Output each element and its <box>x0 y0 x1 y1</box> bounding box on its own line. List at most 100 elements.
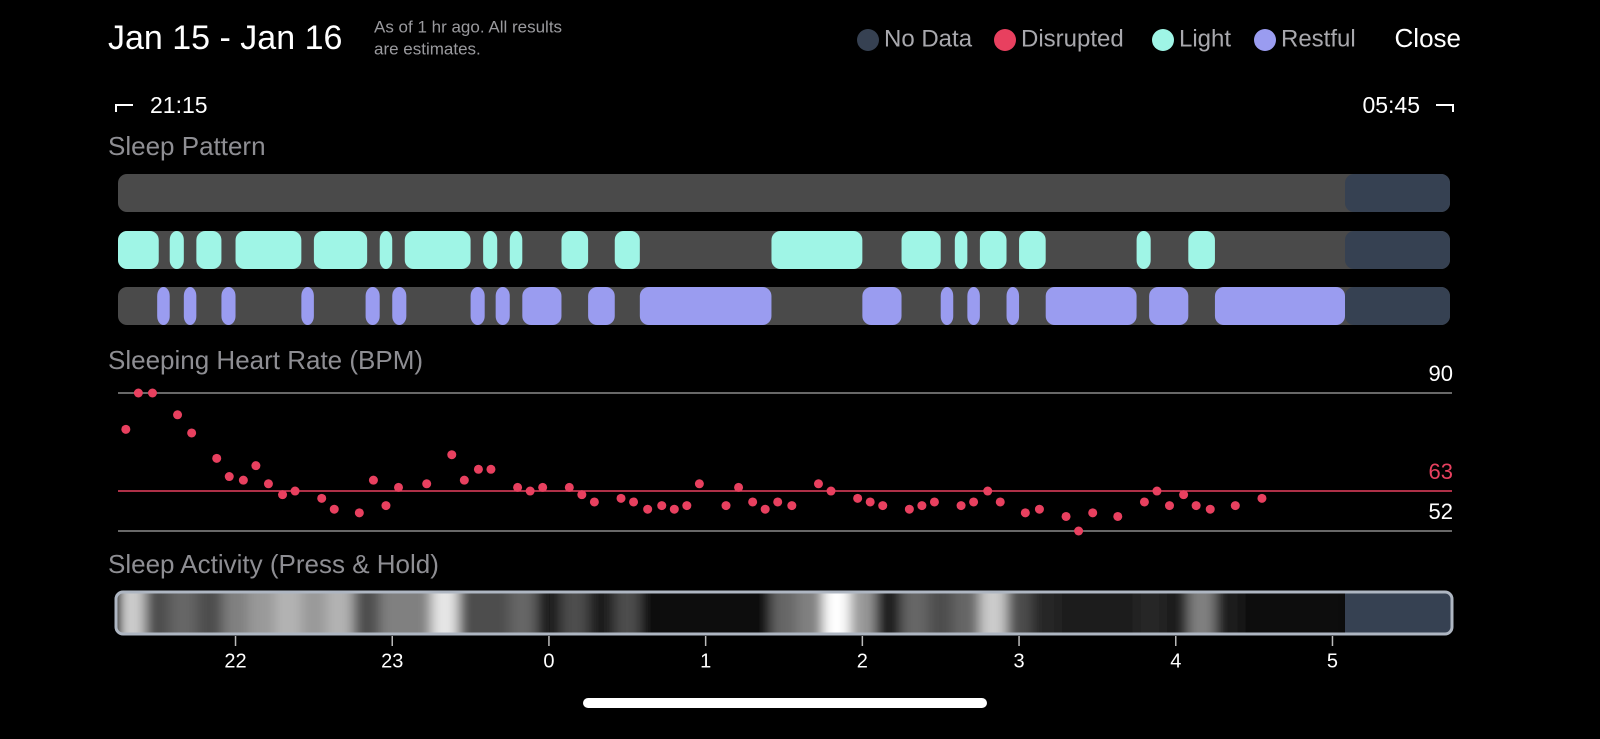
sleep-segment <box>967 287 980 325</box>
activity-band <box>771 592 798 634</box>
heart-rate-point <box>121 424 131 434</box>
heart-rate-point <box>669 504 679 514</box>
x-tick-label: 1 <box>700 650 711 672</box>
x-tick-label: 3 <box>1013 650 1024 672</box>
heart-rate-point <box>878 501 888 511</box>
start-bracket <box>115 104 133 112</box>
sleep-segment <box>1006 287 1020 325</box>
close-button[interactable]: Close <box>1395 23 1461 53</box>
heart-rate-point <box>853 493 863 503</box>
activity-band <box>353 592 381 634</box>
heart-rate-point <box>1139 497 1149 507</box>
sleep-segment <box>118 231 159 269</box>
heart-rate-point <box>447 450 457 460</box>
sleep-segment <box>313 231 368 269</box>
sleep-segment <box>940 287 954 325</box>
heart-rate-point <box>525 486 535 496</box>
activity-frame <box>114 590 1454 636</box>
sleep-segment <box>235 231 302 269</box>
sleep-activity: 22 23 0 1 2 3 4 5 <box>114 590 1454 672</box>
heart-rate-point <box>589 497 599 507</box>
activity-band <box>823 592 851 634</box>
heart-rate-point <box>459 475 469 485</box>
sleep-segment <box>901 231 941 269</box>
heart-rate-point <box>1205 504 1215 514</box>
heart-rate-point <box>422 479 432 489</box>
heart-rate-point <box>657 501 667 511</box>
heart-rate-point <box>917 501 927 511</box>
title: Jan 15 - Jan 16 <box>108 19 342 57</box>
legend-swatch <box>1152 29 1174 51</box>
sleep-segment <box>561 231 589 269</box>
heart-rate-point <box>865 497 875 507</box>
activity-band <box>874 592 903 634</box>
activity-band <box>901 592 929 634</box>
activity-band <box>301 592 327 634</box>
heart-rate-point <box>147 388 157 398</box>
activity-band <box>1214 592 1243 634</box>
heart-rate-point <box>629 497 639 507</box>
heart-rate-point <box>329 504 339 514</box>
heart-rate-point <box>1074 526 1084 536</box>
sleep-segment <box>169 231 184 269</box>
sleep-segment <box>522 287 562 325</box>
x-tick-label: 23 <box>381 650 403 672</box>
activity-band <box>1006 592 1033 634</box>
activity-band <box>928 592 954 634</box>
sleep-segment <box>1136 231 1151 269</box>
heart-rate-point <box>212 453 222 463</box>
sleep-segment <box>221 287 236 325</box>
activity-band <box>796 592 824 634</box>
section-title: Sleep Pattern <box>108 131 266 161</box>
activity-band <box>196 592 224 634</box>
sleep-segment <box>1149 287 1189 325</box>
no-data-region <box>1345 174 1450 212</box>
sleep-segment <box>379 231 393 269</box>
sleep-segment <box>1045 287 1137 325</box>
heart-rate-point <box>904 504 914 514</box>
activity-band <box>1058 592 1086 634</box>
legend-swatch <box>857 29 879 51</box>
activity-band <box>536 592 562 634</box>
heart-rate-point <box>1164 501 1174 511</box>
no-data-region <box>1345 287 1450 325</box>
heart-rate-point <box>278 490 288 500</box>
heart-rate-point <box>721 501 731 511</box>
sleep-segment <box>470 287 485 325</box>
heart-rate-point <box>133 388 143 398</box>
activity-band <box>118 592 146 634</box>
activity-band <box>274 592 302 634</box>
y-tick-label: 90 <box>1429 361 1453 386</box>
activity-band <box>431 592 459 634</box>
activity-band <box>248 592 276 634</box>
heart-rate-point <box>473 464 483 474</box>
activity-band <box>588 592 616 634</box>
sleep-segment <box>301 287 314 325</box>
heart-rate-point <box>1230 501 1240 511</box>
sleep-segment <box>771 231 863 269</box>
heart-rate-point <box>694 479 704 489</box>
activity-band <box>561 592 589 634</box>
activity-band <box>1188 592 1216 634</box>
start-time: 21:15 <box>150 92 208 118</box>
heart-rate-point <box>354 508 364 518</box>
activity-band <box>458 592 484 634</box>
heart-rate-point <box>956 501 966 511</box>
heart-rate-point <box>577 490 587 500</box>
heart-rate-point <box>513 482 523 492</box>
sleep-segment <box>392 287 407 325</box>
heart-rate-point <box>929 497 939 507</box>
sleep-segment <box>495 287 510 325</box>
heart-rate-point <box>1034 504 1044 514</box>
legend-swatch <box>994 29 1016 51</box>
heart-rate-point <box>969 497 979 507</box>
heart-rate-point <box>1191 501 1201 511</box>
activity-bands <box>118 592 1452 634</box>
activity-band <box>169 592 197 634</box>
heart-rate-point <box>760 504 770 514</box>
sleep-segment <box>614 231 640 269</box>
legend-label: No Data <box>884 25 973 52</box>
subtitle: As of 1 hr ago. All results <box>374 17 562 36</box>
activity-band <box>639 592 667 634</box>
